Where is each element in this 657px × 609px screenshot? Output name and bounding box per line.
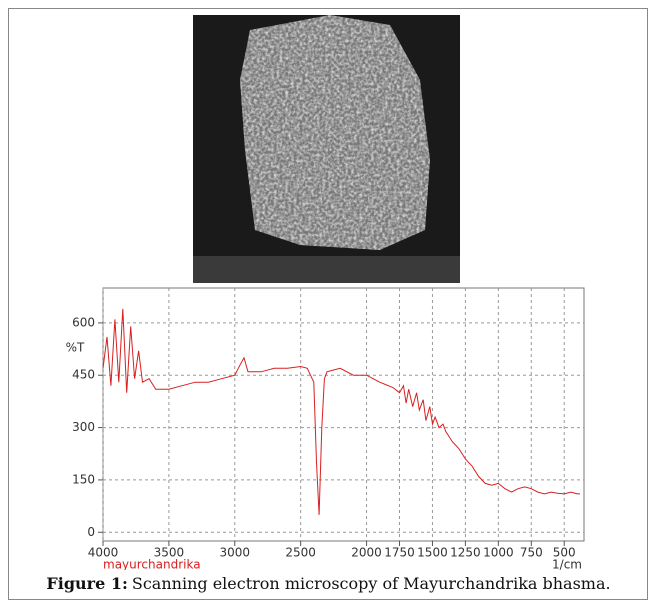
x-axis-label: 1/cm: [552, 558, 582, 571]
x-tick-label: 1000: [483, 546, 514, 560]
x-tick-label: 1750: [384, 546, 415, 560]
sem-particle: [240, 15, 430, 250]
y-axis-label: %T: [66, 340, 85, 354]
y-tick-label: 300: [72, 420, 95, 434]
y-tick-label: 150: [72, 472, 95, 486]
y-tick-label: 0: [87, 525, 95, 539]
sem-info-bar: [193, 256, 460, 283]
x-tick-label: 500: [553, 546, 576, 560]
x-tick-label: 750: [520, 546, 543, 560]
y-tick-label: 450: [72, 368, 95, 382]
plot-area: [102, 287, 585, 542]
y-tick-label: 600: [72, 315, 95, 329]
caption-text: Scanning electron microscopy of Mayurcha…: [131, 574, 611, 593]
figure-frame: [8, 8, 648, 600]
caption-label: Figure 1:: [46, 574, 128, 593]
x-tick-label: 2500: [285, 546, 316, 560]
figure: 0 150 300 450 600 4000 3500 3000 2500 2000 1750 150…: [66, 15, 585, 571]
x-tick-label: 3000: [220, 546, 251, 560]
x-tick-label: 1500: [417, 546, 448, 560]
x-tick-label: 3500: [154, 546, 185, 560]
spectrum-line: [102, 308, 580, 515]
caption: Figure 1: Scanning electron microscopy of…: [0, 574, 657, 593]
x-tick-label: 1250: [450, 546, 481, 560]
legend-label: mayurchandrika: [103, 558, 201, 571]
x-tick-label: 2000: [351, 546, 382, 560]
x-tick-label: 4000: [88, 546, 119, 560]
